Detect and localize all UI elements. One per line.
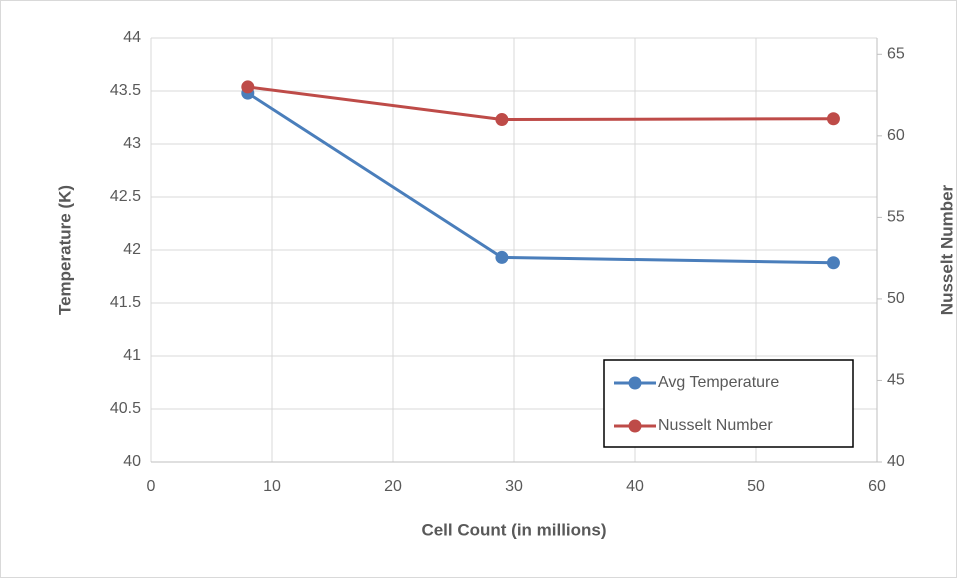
y-tick-label: 40.5 xyxy=(110,400,141,417)
legend-label: Nusselt Number xyxy=(658,417,773,434)
y2-tick-label: 45 xyxy=(887,372,905,389)
data-point xyxy=(826,112,840,126)
x-tick-label: 20 xyxy=(384,478,402,495)
y-tick-label: 42.5 xyxy=(110,188,141,205)
y-tick-label: 41 xyxy=(123,347,141,364)
legend-label: Avg Temperature xyxy=(658,374,779,391)
x-tick-label: 0 xyxy=(147,478,156,495)
data-point xyxy=(495,113,509,127)
y2-tick-label: 50 xyxy=(887,290,905,307)
legend-box xyxy=(603,359,854,448)
y-tick-label: 40 xyxy=(123,453,141,470)
x-tick-label: 10 xyxy=(263,478,281,495)
legend-marker xyxy=(628,376,642,390)
y2-tick-label: 60 xyxy=(887,127,905,144)
y-axis-title: Temperature (K) xyxy=(55,185,74,315)
x-tick-label: 60 xyxy=(868,478,886,495)
x-tick-label: 50 xyxy=(747,478,765,495)
y-tick-label: 44 xyxy=(123,29,141,46)
y2-tick-label: 55 xyxy=(887,209,905,226)
data-point xyxy=(495,250,509,264)
y2-tick-label: 65 xyxy=(887,46,905,63)
y-tick-label: 42 xyxy=(123,241,141,258)
y2-axis-title: Nusselt Number xyxy=(937,184,956,315)
x-tick-label: 30 xyxy=(505,478,523,495)
x-axis-title: Cell Count (in millions) xyxy=(421,520,606,539)
y-tick-label: 43.5 xyxy=(110,82,141,99)
data-point xyxy=(826,256,840,270)
y-tick-label: 41.5 xyxy=(110,294,141,311)
y2-tick-label: 40 xyxy=(887,453,905,470)
data-point xyxy=(241,80,255,94)
y-tick-label: 43 xyxy=(123,135,141,152)
x-tick-label: 40 xyxy=(626,478,644,495)
legend-marker xyxy=(628,419,642,433)
